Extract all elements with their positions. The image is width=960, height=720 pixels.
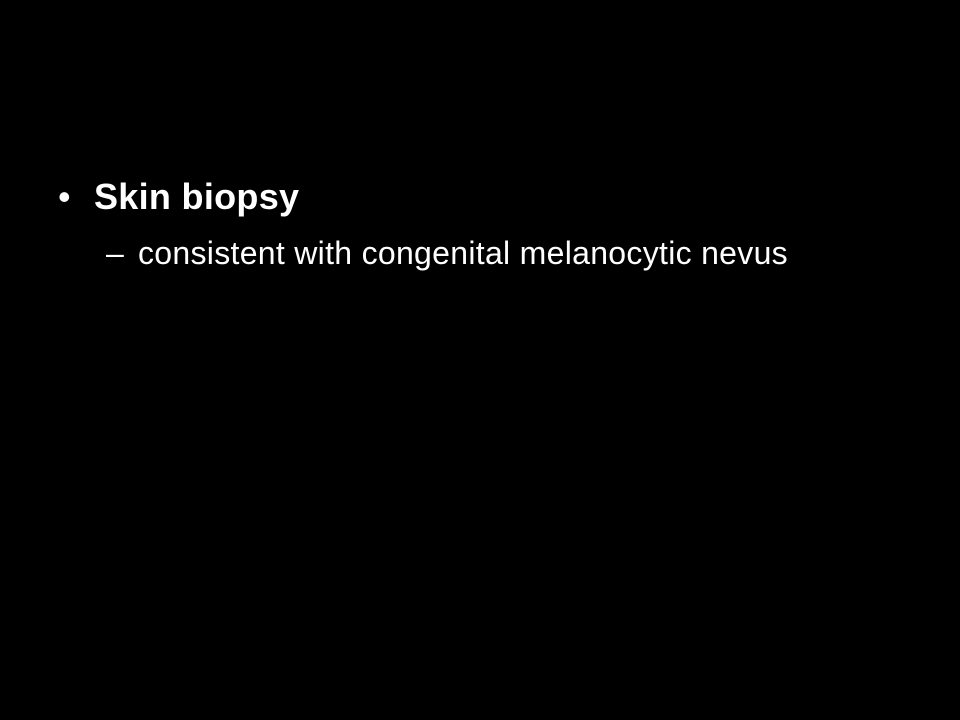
bullet-item: • Skin biopsy [58,176,299,218]
bullet-marker: • [58,176,71,217]
sub-bullet-marker: – [106,235,124,271]
bullet-heading: Skin biopsy [94,176,300,217]
sub-bullet-item: – consistent with congenital melanocytic… [106,235,788,272]
sub-bullet-text: consistent with congenital melanocytic n… [138,235,788,271]
